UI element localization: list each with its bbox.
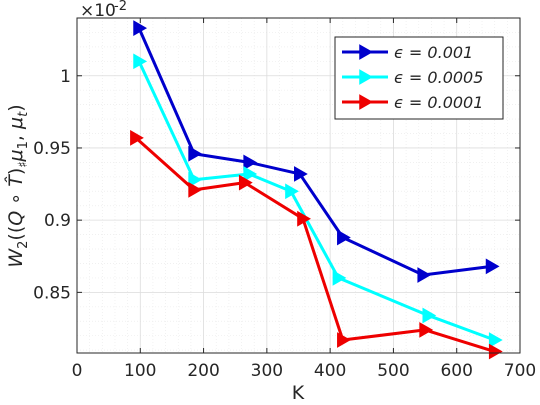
y-multiplier-label: ×10 -2 [80, 0, 127, 21]
legend-entry: ϵ = 0.0005 [342, 68, 483, 87]
series-group [130, 20, 503, 360]
x-tick-label: 0 [72, 361, 83, 381]
series-0-0005 [133, 53, 503, 348]
legend-label: ϵ = 0.0005 [394, 68, 483, 87]
x-tick-label: 300 [251, 361, 283, 381]
y-tick-label: 0.9 [44, 211, 71, 231]
data-point [188, 171, 203, 188]
series-0-0001 [130, 129, 503, 360]
axis-ticks [76, 18, 521, 353]
x-tick-label: 500 [377, 361, 409, 381]
legend: ϵ = 0.001 ϵ = 0.0005 ϵ = 0.0001 [334, 36, 504, 120]
data-point [243, 154, 258, 171]
legend-swatch-marker [359, 69, 374, 85]
data-point [130, 129, 144, 146]
legend-label: ϵ = 0.001 [394, 43, 473, 62]
x-tick-label: 200 [187, 361, 219, 381]
data-point [188, 181, 203, 198]
x-tick-label: 700 [504, 361, 536, 381]
svg-text:W2((Q ∘ T̂)♯μ1, μt): W2((Q ∘ T̂)♯μ1, μt) [5, 104, 31, 267]
series-0-001 [133, 20, 500, 283]
y-tick-labels: 0.85 0.9 0.95 1 [33, 67, 71, 304]
data-point [488, 332, 503, 348]
data-point [133, 20, 148, 36]
data-point [297, 210, 311, 227]
data-point [422, 307, 437, 324]
data-point [337, 229, 351, 246]
x-axis-title: K [292, 382, 305, 404]
data-point [337, 332, 351, 348]
data-point [332, 270, 347, 286]
data-point [133, 53, 148, 70]
data-point [485, 258, 500, 275]
legend-entry: ϵ = 0.001 [342, 43, 473, 62]
y-tick-label: 0.95 [33, 139, 71, 159]
plot-frame [76, 17, 521, 354]
y-tick-label: 1 [60, 67, 71, 87]
legend-entry: ϵ = 0.0001 [342, 93, 483, 112]
legend-swatch-marker [359, 44, 374, 60]
data-point [488, 343, 503, 360]
y-tick-label: 0.85 [33, 283, 71, 303]
x-tick-labels: 0 100 200 300 400 500 600 700 [72, 361, 537, 381]
y-multiplier-exponent: -2 [114, 0, 127, 14]
y-axis-title: W2((Q ∘ T̂)♯μ1, μt) [5, 104, 31, 267]
x-tick-label: 400 [314, 361, 346, 381]
x-tick-label: 100 [124, 361, 156, 381]
data-point [294, 166, 308, 182]
data-point [188, 145, 203, 162]
legend-label: ϵ = 0.0001 [394, 93, 483, 112]
data-point [419, 322, 434, 338]
data-point [243, 166, 258, 182]
data-point [238, 174, 253, 191]
y-multiplier-base: ×10 [80, 1, 116, 21]
data-point [417, 267, 432, 283]
legend-swatch-marker [359, 94, 374, 110]
data-point [285, 183, 299, 200]
x-tick-label: 600 [440, 361, 472, 381]
